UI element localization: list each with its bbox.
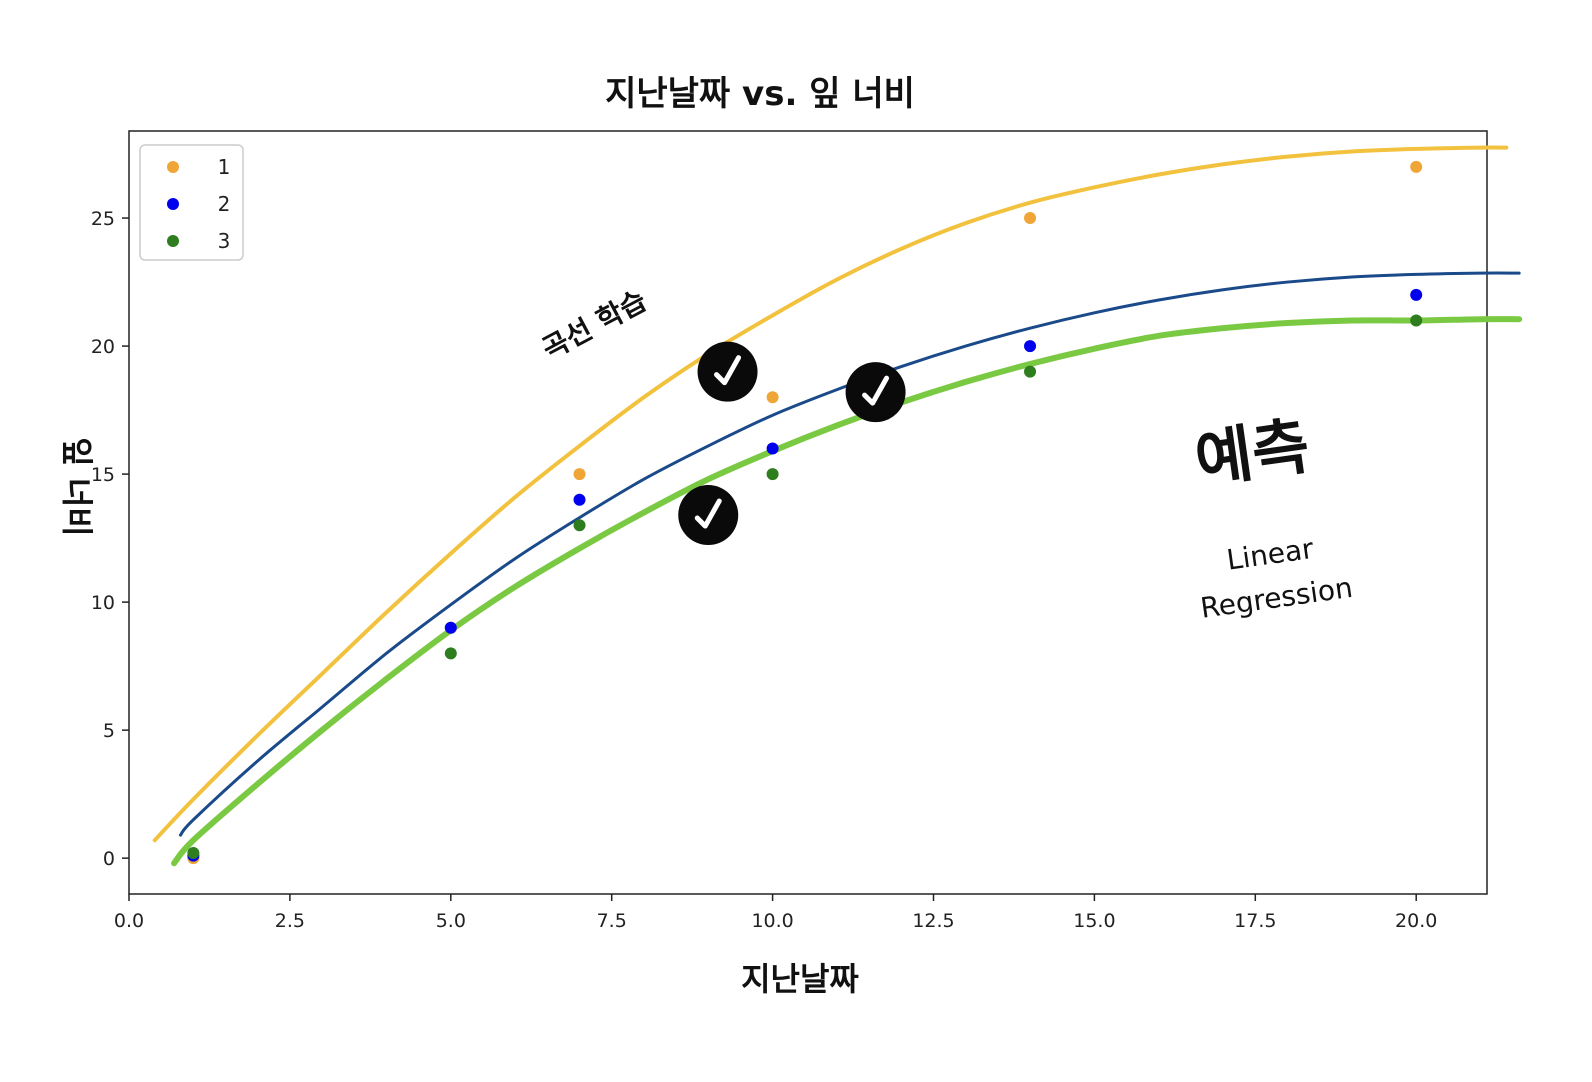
y-axis-label: 잎 너비 bbox=[58, 437, 96, 536]
series-2-point bbox=[573, 493, 586, 506]
series-3-point bbox=[1410, 314, 1423, 327]
series-3-point bbox=[187, 847, 200, 860]
series-1-point bbox=[1410, 160, 1423, 173]
x-tick-label: 7.5 bbox=[597, 910, 627, 932]
checkmark-badges bbox=[678, 341, 906, 546]
y-tick-label: 15 bbox=[91, 464, 115, 486]
regression-curve-1 bbox=[152, 145, 1509, 843]
scatter-points bbox=[187, 160, 1423, 865]
series-2-point bbox=[1024, 340, 1037, 353]
legend-marker bbox=[167, 235, 179, 247]
x-tick-label: 20.0 bbox=[1395, 910, 1437, 932]
x-tick-label: 17.5 bbox=[1234, 910, 1276, 932]
y-tick-label: 10 bbox=[91, 592, 115, 614]
checkmark-badge-circle bbox=[845, 362, 906, 423]
x-tick-label: 15.0 bbox=[1073, 910, 1115, 932]
series-1-point bbox=[1024, 212, 1037, 225]
series-2-point bbox=[1410, 288, 1423, 301]
checkmark-badge-icon bbox=[845, 362, 906, 423]
legend-label: 1 bbox=[218, 155, 231, 179]
legend-marker bbox=[167, 198, 179, 210]
legend: 1 2 3 bbox=[139, 144, 244, 261]
series-3-point bbox=[1024, 365, 1037, 378]
legend-label: 2 bbox=[218, 192, 231, 216]
regression-curve-2 bbox=[178, 271, 1521, 837]
series-1-point bbox=[573, 468, 586, 481]
regression-curve-3 bbox=[171, 316, 1523, 867]
series-3-point bbox=[444, 647, 457, 660]
checkmark-badge-circle bbox=[697, 341, 758, 402]
x-tick-label: 5.0 bbox=[436, 910, 466, 932]
chart-title: 지난날짜 vs. 잎 너비 bbox=[605, 74, 915, 114]
check-icon bbox=[694, 498, 722, 529]
y-tick-label: 25 bbox=[91, 208, 115, 230]
series-2-point bbox=[766, 442, 779, 455]
legend-marker bbox=[167, 161, 179, 173]
series-1-point bbox=[766, 391, 779, 404]
y-tick-label: 20 bbox=[91, 336, 115, 358]
check-icon bbox=[714, 355, 742, 386]
x-tick-label: 10.0 bbox=[751, 910, 793, 932]
x-tick-label: 12.5 bbox=[912, 910, 954, 932]
series-2-point bbox=[444, 621, 457, 634]
x-tick-label: 2.5 bbox=[275, 910, 305, 932]
y-tick-label: 0 bbox=[103, 848, 115, 870]
axis-ticks: 0.0 2.5 5.0 7.5 10.0 12.5 15.0 17.5 20.0 0 5 10 15 20… bbox=[91, 208, 1438, 932]
checkmark-badge-circle bbox=[678, 485, 739, 546]
plot-area-frame bbox=[128, 130, 1488, 895]
series-3-point bbox=[766, 468, 779, 481]
x-tick-label: 0.0 bbox=[114, 910, 144, 932]
legend-box bbox=[139, 144, 244, 261]
annotation-text: 예측 bbox=[1191, 409, 1314, 497]
series-3-point bbox=[573, 519, 586, 532]
checkmark-badge-icon bbox=[678, 485, 739, 546]
regression-curves bbox=[152, 145, 1523, 867]
check-icon bbox=[862, 375, 890, 406]
checkmark-badge-icon bbox=[697, 341, 758, 402]
x-axis-label: 지난날짜 bbox=[741, 960, 859, 998]
legend-label: 3 bbox=[218, 229, 231, 253]
y-tick-label: 5 bbox=[103, 720, 115, 742]
